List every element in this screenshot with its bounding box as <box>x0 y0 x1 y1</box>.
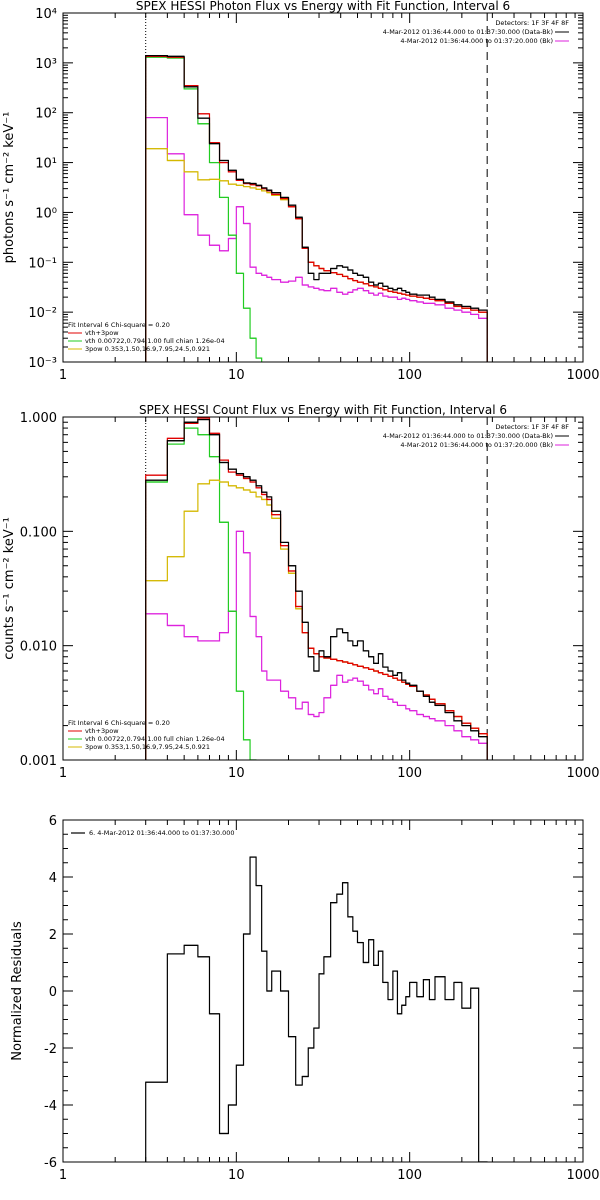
x-tick-label: 1000 <box>566 766 599 781</box>
x-tick-label: 100 <box>397 1168 422 1183</box>
series-background <box>145 530 488 760</box>
legend-text-right: 4-Mar-2012 01:36:44.000 to 01:37:30.000 … <box>383 432 553 440</box>
plot-area <box>145 417 488 760</box>
series-total <box>145 55 488 362</box>
step-outline-total <box>145 417 488 760</box>
step-outline-background <box>145 116 488 362</box>
x-tick-label: 10 <box>228 766 245 781</box>
step-outline-observed <box>145 54 488 362</box>
y-tick-label: -4 <box>44 1099 57 1114</box>
step-outline-vth <box>145 56 263 362</box>
x-tick-label: 100 <box>397 368 422 383</box>
series-observed <box>145 856 488 1162</box>
y-tick-label: 6 <box>49 814 57 829</box>
y-tick-label: 0.100 <box>20 525 57 540</box>
y-tick-label: 2 <box>49 928 57 943</box>
step-outline-observed <box>145 418 488 760</box>
x-tick-label: 1 <box>59 368 67 383</box>
y-axis-label: counts s⁻¹ cm⁻² keV⁻¹ <box>2 517 17 660</box>
chart-title: SPEX HESSI Count Flux vs Energy with Fit… <box>139 403 507 417</box>
legend-text-right: 4-Mar-2012 01:36:44.000 to 01:37:20.000 … <box>400 37 553 45</box>
axes-frame <box>62 416 584 761</box>
legend-text-left: vth 0.00722,0.794,1.00 full chian 1.26e-… <box>85 337 225 345</box>
series-apow <box>145 479 488 760</box>
step-outline-observed <box>145 856 488 1162</box>
y-tick-label: 10⁻² <box>28 306 57 321</box>
series-observed <box>145 418 488 760</box>
axes-frame <box>62 819 584 1163</box>
panel-1: SPEX HESSI Photon Flux vs Energy with Fi… <box>2 0 600 383</box>
y-tick-label: 0 <box>49 985 57 1000</box>
x-tick-label: 1 <box>59 766 67 781</box>
x-tick-label: 1000 <box>566 368 599 383</box>
legend-text-right: Detectors: 1F 3F 4F 8F <box>495 423 569 431</box>
x-tick-label: 10 <box>228 1168 245 1183</box>
step-outline-apow <box>145 479 488 760</box>
x-tick-label: 1000 <box>566 1168 599 1183</box>
legend-text-left: 3pow 0.353,1.50,16.9,7.95,24.5,0.921 <box>85 345 210 353</box>
step-outline-background <box>145 530 488 760</box>
panel-3: Normalized Residuals 1 10 100 1000 -6 -4 -2 0 2 4 6… <box>10 814 600 1183</box>
panel-2: SPEX HESSI Count Flux vs Energy with Fit… <box>2 403 600 781</box>
y-tick-label: -6 <box>44 1156 57 1171</box>
y-tick-label: 10¹ <box>35 157 57 172</box>
y-tick-label: 10⁻¹ <box>28 256 57 271</box>
step-outline-vth <box>145 427 257 760</box>
y-tick-label: 10⁰ <box>35 206 57 221</box>
y-axis-label: photons s⁻¹ cm⁻² keV⁻¹ <box>2 112 17 264</box>
y-tick-label: 10² <box>35 107 57 122</box>
legend-text-right: 4-Mar-2012 01:36:44.000 to 01:37:20.000 … <box>400 441 553 449</box>
series-background <box>145 116 488 362</box>
x-tick-label: 10 <box>228 368 245 383</box>
y-tick-label: 10⁻³ <box>28 356 57 371</box>
y-tick-label: 0.001 <box>20 754 57 769</box>
y-tick-label: 10³ <box>35 57 57 72</box>
legend-text-left: vth+3pow <box>85 329 119 337</box>
legend-text-right: 4-Mar-2012 01:36:44.000 to 01:37:30.000 … <box>383 28 553 36</box>
legend-text-left: 3pow 0.353,1.50,16.9,7.95,24.5,0.921 <box>85 743 210 751</box>
step-outline-apow <box>145 148 488 362</box>
y-tick-label: -2 <box>44 1042 57 1057</box>
y-tick-label: 4 <box>49 871 57 886</box>
y-tick-label: 0.010 <box>20 640 57 655</box>
legend-text-left: vth+3pow <box>85 727 119 735</box>
y-axis-label: Normalized Residuals <box>10 921 25 1061</box>
series-vth <box>145 427 257 760</box>
legend-text-left: Fit Interval 6 Chi-square = 0.20 <box>68 321 170 329</box>
axes-frame <box>62 12 584 363</box>
legend-text-residual: 6. 4-Mar-2012 01:36:44.000 to 01:37:30.0… <box>89 829 235 837</box>
y-tick-label: 1.000 <box>20 411 57 426</box>
plot-area <box>145 856 488 1162</box>
y-tick-label: 10⁴ <box>35 7 57 22</box>
plot-area <box>145 54 488 362</box>
series-total <box>145 417 488 760</box>
series-observed <box>145 54 488 362</box>
legend-text-right: Detectors: 1F 3F 4F 8F <box>495 19 569 27</box>
x-tick-label: 1 <box>59 1168 67 1183</box>
step-outline-total <box>145 55 488 362</box>
series-apow <box>145 148 488 362</box>
chart-title: SPEX HESSI Photon Flux vs Energy with Fi… <box>136 0 510 13</box>
legend-text-left: vth 0.00722,0.794,1.00 full chian 1.26e-… <box>85 735 225 743</box>
series-vth <box>145 56 263 362</box>
x-tick-label: 100 <box>397 766 422 781</box>
legend-text-left: Fit Interval 6 Chi-square = 0.20 <box>68 719 170 727</box>
